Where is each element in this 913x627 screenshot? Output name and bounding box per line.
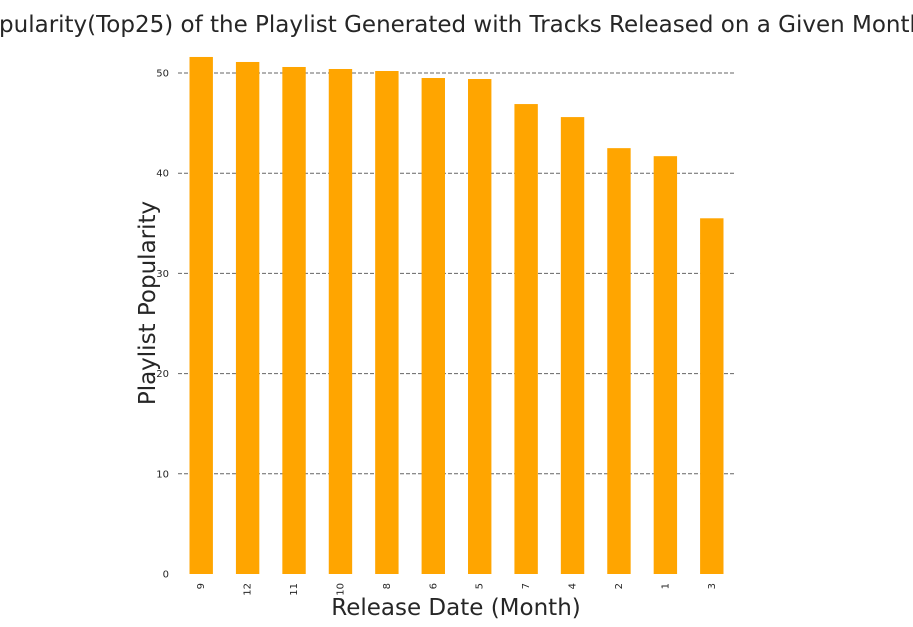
y-axis-ticks: 0 10 20 30 40 50 [156,69,169,581]
bar-month-3 [700,218,724,575]
y-tick-label: 10 [156,469,169,480]
x-tick-label: 6 [428,583,439,589]
bar-month-9 [189,56,213,574]
bar-month-8 [375,70,399,574]
y-tick-label: 50 [156,69,169,80]
y-tick-label: 0 [163,570,169,581]
bar-month-4 [560,117,585,574]
bar-month-6 [421,78,445,574]
x-tick-label: 3 [707,583,718,589]
bar-month-2 [607,148,631,574]
bar-month-7 [514,104,538,574]
gridlines [178,72,735,475]
bar-month-11 [282,66,306,574]
x-axis-label: Release Date (Month) [331,595,581,621]
x-tick-label: 4 [568,583,579,589]
x-tick-label: 5 [475,583,486,589]
bar-month-12 [235,61,260,574]
chart-title: Popularity(Top25) of the Playlist Genera… [0,12,913,38]
y-tick-label: 40 [156,169,169,180]
y-tick-label: 30 [156,269,169,280]
bars [189,56,724,575]
x-tick-label: 7 [521,583,532,589]
x-tick-label: 12 [243,583,254,596]
x-tick-label: 2 [614,583,625,589]
bar-month-1 [653,156,678,574]
y-axis-label: Playlist Popularity [135,201,161,405]
bar-month-10 [328,68,353,574]
bar-month-5 [468,79,492,575]
x-tick-label: 1 [660,583,671,589]
y-tick-label: 20 [156,369,169,380]
x-tick-label: 10 [335,583,346,596]
x-axis-ticks: 9 12 11 10 8 6 5 7 4 2 1 3 [196,583,718,596]
x-tick-label: 11 [289,583,300,596]
x-tick-label: 8 [382,583,393,589]
x-tick-label: 9 [196,583,207,589]
